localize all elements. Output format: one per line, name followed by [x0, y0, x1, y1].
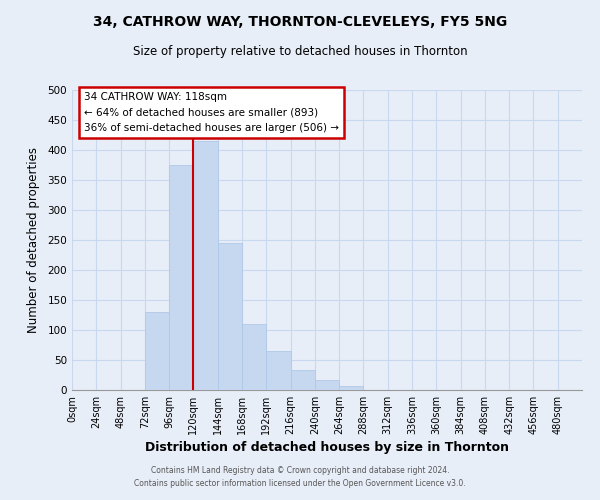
Bar — [339, 386, 364, 390]
Text: 34 CATHROW WAY: 118sqm
← 64% of detached houses are smaller (893)
36% of semi-de: 34 CATHROW WAY: 118sqm ← 64% of detached… — [84, 92, 339, 133]
Text: 34, CATHROW WAY, THORNTON-CLEVELEYS, FY5 5NG: 34, CATHROW WAY, THORNTON-CLEVELEYS, FY5… — [93, 15, 507, 29]
Bar — [193, 141, 218, 390]
Y-axis label: Number of detached properties: Number of detached properties — [28, 147, 40, 333]
Bar — [290, 370, 315, 390]
Text: Size of property relative to detached houses in Thornton: Size of property relative to detached ho… — [133, 45, 467, 58]
Bar — [218, 243, 242, 390]
Bar — [315, 380, 339, 390]
Bar — [145, 312, 169, 390]
Bar — [242, 324, 266, 390]
X-axis label: Distribution of detached houses by size in Thornton: Distribution of detached houses by size … — [145, 441, 509, 454]
Bar — [169, 165, 193, 390]
Bar — [266, 351, 290, 390]
Text: Contains HM Land Registry data © Crown copyright and database right 2024.
Contai: Contains HM Land Registry data © Crown c… — [134, 466, 466, 487]
